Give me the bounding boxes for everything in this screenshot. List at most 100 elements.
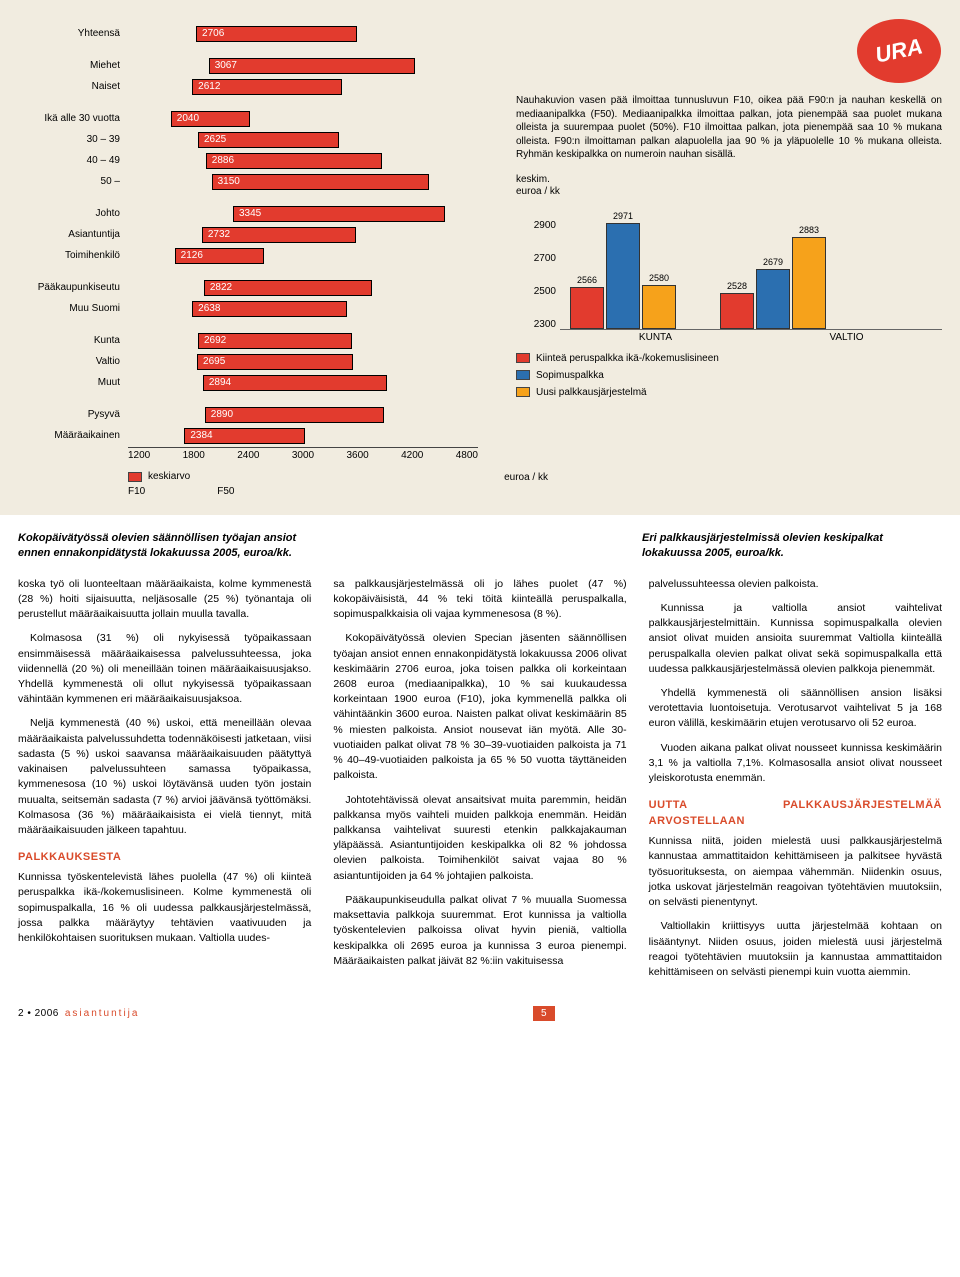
hbar-x-axis: 1200180024003000360042004800 [128, 447, 478, 461]
legend-label: Sopimuspalkka [536, 370, 604, 381]
hbar-tick: 4200 [401, 450, 423, 461]
vbar-ytick: 2900 [516, 220, 556, 231]
body-p: Valtiollakin kriittisyys uutta järjestel… [649, 919, 942, 980]
legend-label: Kiinteä peruspalkka ikä-/kokemuslisineen [536, 353, 719, 364]
hbar-row-label: Valtio [18, 357, 128, 367]
vbar-group: 2528 26792883 [720, 237, 826, 329]
hbar-row-label: Toimihenkilö [18, 251, 128, 261]
hbar-row: Valtio 2695 [18, 352, 498, 372]
legend-mean-label: keskiarvo [148, 471, 190, 482]
page-footer: 2 • 2006 asiantuntija 5 [18, 1006, 942, 1021]
hbar-row: Pysyvä2890 [18, 405, 498, 425]
hbar-row: Kunta2692 [18, 331, 498, 351]
hbar-row: Ikä alle 30 vuotta2040 [18, 109, 498, 129]
body-heading: PALKKAUKSESTA [18, 850, 311, 866]
vbar-y-axis: 2900270025002300 [516, 220, 556, 330]
hbar-legend: keskiarvo F10 F50 [128, 471, 478, 497]
legend-f10: F10 [128, 486, 145, 497]
vbar-value: 2566 [571, 275, 603, 285]
body-p: Kokopäivätyössä olevien Specian jäsenten… [333, 631, 626, 783]
body-p: koska työ oli luonteeltaan määräaikaista… [18, 577, 311, 623]
body-p: Kunnissa niitä, joiden mielestä uusi pal… [649, 834, 942, 910]
hbar-row-label: Muu Suomi [18, 304, 128, 314]
issue-label: 2 • 2006 [18, 1008, 59, 1019]
hbar-row: Toimihenkilö 2126 [18, 246, 498, 266]
hbar-row: Johto 3345 [18, 204, 498, 224]
body-p: Kolmasosa (31 %) oli nykyisessä työpaika… [18, 631, 311, 707]
vbar-categories: KUNTA VALTIO [560, 332, 942, 343]
vbar-value: 2580 [643, 273, 675, 283]
hbar-value: 2625 [204, 134, 226, 145]
hbar-row: Pääkaupunkiseutu 2822 [18, 278, 498, 298]
vbar-title: Eri palkkausjärjestelmissä olevien keski… [642, 531, 942, 561]
vbar-legend-item: Sopimuspalkka [516, 370, 942, 381]
charts-panel: Yhteensä 2706 Miehet 3067 Naiset 2612 Ikä alle… [0, 0, 960, 515]
legend-swatch [516, 353, 530, 363]
vbar-bar: 2580 [642, 285, 676, 329]
vbar-ytick: 2700 [516, 253, 556, 264]
body-p: Kunnissa ja valtiolla ansiot vaihtelivat… [649, 601, 942, 677]
hbar-row: 30 – 39 2625 [18, 130, 498, 150]
hbar-row-label: Johto [18, 209, 128, 219]
hbar-value: 2886 [212, 155, 234, 166]
hbar-row: Asiantuntija2732 [18, 225, 498, 245]
hbar-tick: 2400 [237, 450, 259, 461]
vbar-legend: Kiinteä peruspalkka ikä-/kokemuslisineen… [516, 353, 942, 398]
hbar-value: 2692 [204, 335, 226, 346]
vbar-value: 2679 [757, 257, 789, 267]
body-heading: UUTTA PALKKAUSJÄRJESTELMÄÄ ARVOSTELLAAN [649, 798, 942, 830]
body-p: Yhdellä kymmenestä oli säännöllisen ansi… [649, 686, 942, 732]
page-number: 5 [533, 1006, 555, 1021]
hbar-row: Naiset 2612 [18, 77, 498, 97]
hbar-tick: 3000 [292, 450, 314, 461]
hbar-row: Määräaikainen2384 [18, 426, 498, 446]
legend-swatch [516, 387, 530, 397]
hbar-tick: 1200 [128, 450, 150, 461]
hbar-row: 50 –3150 [18, 172, 498, 192]
body-p: Vuoden aikana palkat olivat nousseet kun… [649, 741, 942, 787]
hbar-value: 2894 [209, 377, 231, 388]
vbar-category: VALTIO [777, 332, 917, 343]
hbar-row: Muu Suomi2638 [18, 299, 498, 319]
body-p: Pääkaupunkiseudulla palkat olivat 7 % mu… [333, 893, 626, 969]
hbar-value: 2706 [202, 28, 224, 39]
hbar-xlabel: euroa / kk [504, 472, 548, 483]
ura-badge: URA [856, 16, 942, 86]
hbar-value: 2384 [190, 430, 212, 441]
hbar-row-label: Muut [18, 378, 128, 388]
vbar-ylabel: keskim. euroa / kk [516, 174, 942, 198]
hbar-value: 3067 [215, 60, 237, 71]
article-body: koska työ oli luonteeltaan määräaikaista… [18, 577, 942, 980]
vbar-group: 256629712580 [570, 223, 676, 328]
hbar-row-label: Naiset [18, 82, 128, 92]
band-chart-caption: Nauhakuvion vasen pää ilmoittaa tunnuslu… [516, 94, 942, 162]
legend-swatch [516, 370, 530, 380]
hbar-row-label: Pääkaupunkiseutu [18, 283, 128, 293]
hbar-row-label: Pysyvä [18, 410, 128, 420]
vbar-category: KUNTA [586, 332, 726, 343]
hbar-tick: 1800 [183, 450, 205, 461]
hbar-value: 2612 [198, 81, 220, 92]
legend-f50: F50 [217, 486, 234, 497]
body-p: palvelussuhteessa olevien palkoista. [649, 577, 942, 592]
hbar-row-label: Asiantuntija [18, 230, 128, 240]
hbar-value: 2040 [177, 113, 199, 124]
hbar-value: 2126 [181, 250, 203, 261]
legend-label: Uusi palkkausjärjestelmä [536, 387, 647, 398]
salary-system-bar-chart: keskim. euroa / kk 2900270025002300 2566… [516, 174, 942, 398]
hbar-row-label: 30 – 39 [18, 135, 128, 145]
hbar-value: 2822 [210, 282, 232, 293]
vbar-value: 2971 [607, 211, 639, 221]
hbar-row-label: Miehet [18, 61, 128, 71]
hbar-bar [212, 174, 429, 190]
vbar-bar: 2883 [792, 237, 826, 329]
body-p: sa palkkausjärjestelmässä oli jo lähes p… [333, 577, 626, 623]
hbar-title: Kokopäivätyössä olevien säännöllisen työ… [18, 531, 328, 561]
vbar-bar: 2528 [720, 293, 754, 329]
vbar-legend-item: Uusi palkkausjärjestelmä [516, 387, 942, 398]
salary-band-chart: Yhteensä 2706 Miehet 3067 Naiset 2612 Ikä alle… [18, 24, 498, 497]
hbar-tick: 3600 [347, 450, 369, 461]
hbar-value: 2695 [203, 356, 225, 367]
hbar-value: 3345 [239, 208, 261, 219]
hbar-row-label: Yhteensä [18, 29, 128, 39]
